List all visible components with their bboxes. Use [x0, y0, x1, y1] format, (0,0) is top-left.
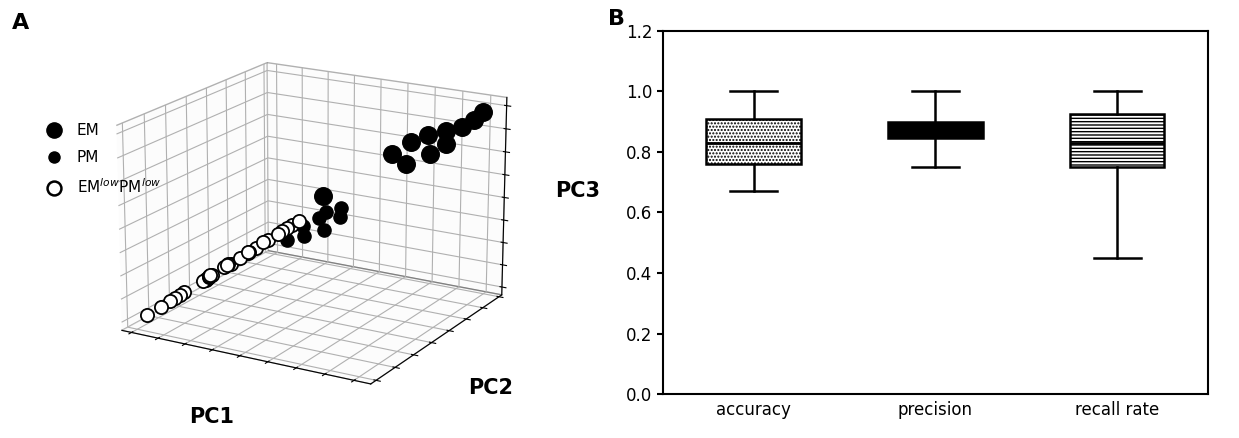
Text: B: B — [608, 9, 626, 29]
Legend: EM, PM, EM$^{low}$PM$^{low}$: EM, PM, EM$^{low}$PM$^{low}$ — [32, 117, 167, 202]
Text: A: A — [12, 13, 30, 33]
Y-axis label: PC2: PC2 — [468, 378, 513, 398]
PathPatch shape — [1070, 114, 1165, 167]
X-axis label: PC1: PC1 — [190, 407, 234, 427]
PathPatch shape — [888, 122, 983, 138]
PathPatch shape — [706, 119, 800, 164]
